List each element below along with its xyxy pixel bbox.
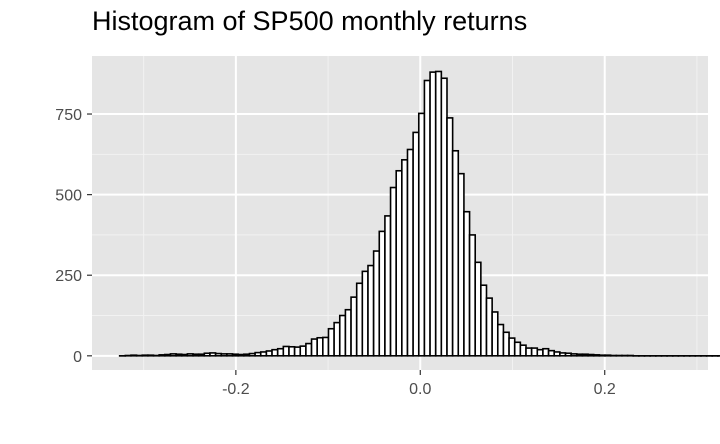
histogram-bar	[271, 348, 279, 357]
histogram-bar	[293, 346, 302, 357]
histogram-bar	[468, 234, 477, 357]
histogram-bar	[147, 354, 155, 357]
histogram-bar	[180, 353, 189, 357]
histogram-bar	[440, 77, 448, 357]
histogram-bar	[502, 331, 510, 357]
histogram-bar	[158, 354, 166, 357]
y-tick-label: 750	[55, 107, 82, 124]
histogram-bar	[316, 336, 324, 357]
histogram-bar	[587, 353, 595, 357]
histogram-bar	[559, 352, 567, 357]
histogram-bar	[406, 148, 414, 357]
histogram-bar	[547, 349, 556, 357]
y-tick-label: 0	[73, 349, 82, 366]
chart-title: Histogram of SP500 monthly returns	[92, 6, 528, 36]
histogram-bar	[463, 210, 471, 357]
histogram-bar	[209, 352, 217, 357]
histogram-bar	[220, 353, 228, 357]
histogram-bar	[276, 347, 285, 357]
histogram-bar	[305, 342, 313, 357]
histogram-bar	[412, 131, 420, 357]
histogram-bar	[519, 344, 527, 357]
histogram-bar	[197, 353, 206, 357]
histogram-bar	[480, 284, 488, 357]
histogram-bar	[288, 345, 296, 357]
histogram-bar	[327, 327, 335, 357]
histogram-bar	[592, 354, 601, 357]
histogram-bar	[474, 261, 482, 357]
x-tick-label: 0.0	[409, 381, 431, 398]
histogram-bar	[429, 71, 437, 357]
histogram-bar	[446, 117, 454, 357]
histogram-bar	[192, 353, 200, 357]
histogram-bar	[361, 270, 369, 357]
histogram-bar	[141, 354, 149, 357]
histogram-bar	[434, 70, 443, 357]
histogram-bar	[451, 149, 460, 357]
histogram-bar	[130, 354, 138, 357]
x-tick-label: 0.2	[594, 381, 616, 398]
histogram-bar	[338, 314, 347, 357]
histogram-bar	[344, 308, 352, 357]
histogram-bar	[525, 347, 533, 357]
histogram-bar	[367, 264, 375, 357]
histogram-bar	[417, 112, 426, 357]
histogram-bar	[491, 311, 499, 357]
histogram-bar	[423, 79, 431, 357]
histogram-bar	[164, 353, 172, 357]
histogram-bar	[231, 353, 239, 357]
histogram-bar	[604, 354, 612, 357]
histogram-bar	[282, 345, 290, 357]
histogram-bar	[175, 353, 183, 357]
histogram-bar	[553, 351, 561, 357]
histogram-bar	[542, 347, 550, 357]
histogram-bar	[237, 353, 245, 357]
histogram-bar	[496, 323, 505, 357]
y-tick-label: 500	[55, 188, 82, 205]
histogram-bar	[536, 348, 544, 357]
histogram-bar	[355, 282, 364, 357]
histogram-bar	[401, 159, 409, 357]
histogram-bar	[214, 352, 223, 357]
histogram-bar	[265, 350, 273, 357]
histogram-bar	[169, 353, 177, 357]
histogram-bar	[226, 353, 234, 357]
histogram-bar	[372, 250, 381, 357]
histogram-bar	[513, 341, 522, 357]
histogram-bar	[322, 336, 330, 357]
histogram-bar	[508, 337, 516, 357]
histogram-bar	[575, 353, 584, 357]
histogram-bar	[530, 347, 539, 357]
histogram-bar	[243, 353, 251, 357]
histogram-bar	[598, 354, 606, 357]
histogram-bar	[248, 352, 256, 357]
histogram-bar	[378, 230, 386, 357]
histogram-bar	[333, 321, 341, 357]
histogram-bar	[299, 345, 307, 357]
y-tick-label: 250	[55, 268, 82, 285]
histogram-bar	[350, 296, 358, 357]
histogram-bar	[203, 352, 211, 357]
histogram-bar	[581, 353, 589, 357]
histogram-bar	[395, 169, 403, 357]
histogram-bar	[485, 297, 493, 357]
histogram-bar	[384, 215, 392, 357]
histogram-bar	[570, 353, 578, 357]
x-tick-label: -0.2	[222, 381, 250, 398]
histogram-bar	[389, 186, 398, 357]
histogram-bar	[186, 353, 194, 357]
histogram-bar	[254, 351, 262, 357]
histogram-bar	[310, 338, 318, 357]
histogram-bar	[457, 172, 465, 357]
histogram-bar	[259, 351, 268, 357]
histogram-bar	[564, 352, 572, 357]
